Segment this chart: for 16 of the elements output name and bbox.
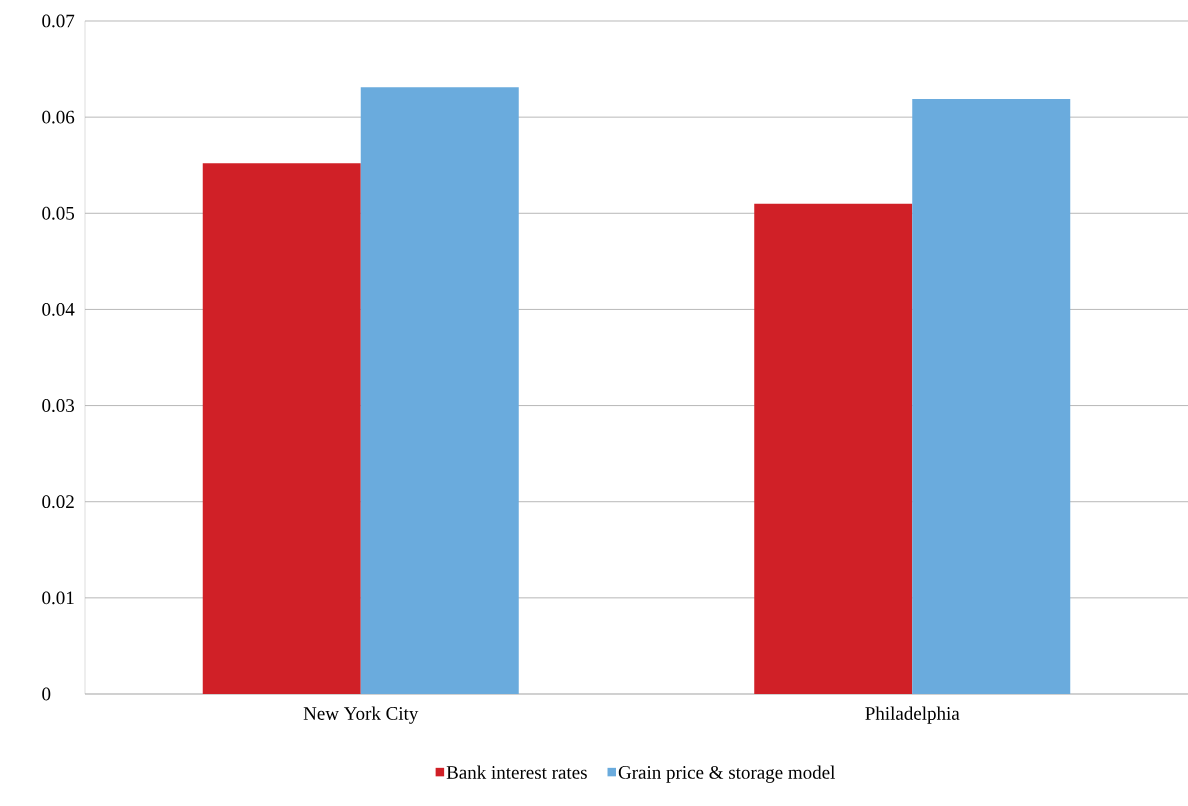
y-tick-label: 0.04 [42,302,75,316]
bar [202,163,361,694]
x-tick-label: Philadelphia [865,706,960,724]
bar [912,98,1071,694]
y-tick-label: 0.06 [42,110,75,124]
y-tick-label: 0.07 [42,14,75,28]
bar [360,87,519,694]
bar [754,203,913,694]
x-tick-label: New York City [303,706,419,724]
y-tick-label: 0.02 [42,495,74,509]
y-tick-label: 0.01 [42,591,74,605]
legend-label: Bank interest rates [446,765,587,779]
y-tick-label: 0.05 [42,206,75,220]
y-tick-label: 0.03 [42,399,75,413]
y-tick-label: 0 [42,687,51,701]
legend-label: Grain price & storage model [618,765,836,783]
